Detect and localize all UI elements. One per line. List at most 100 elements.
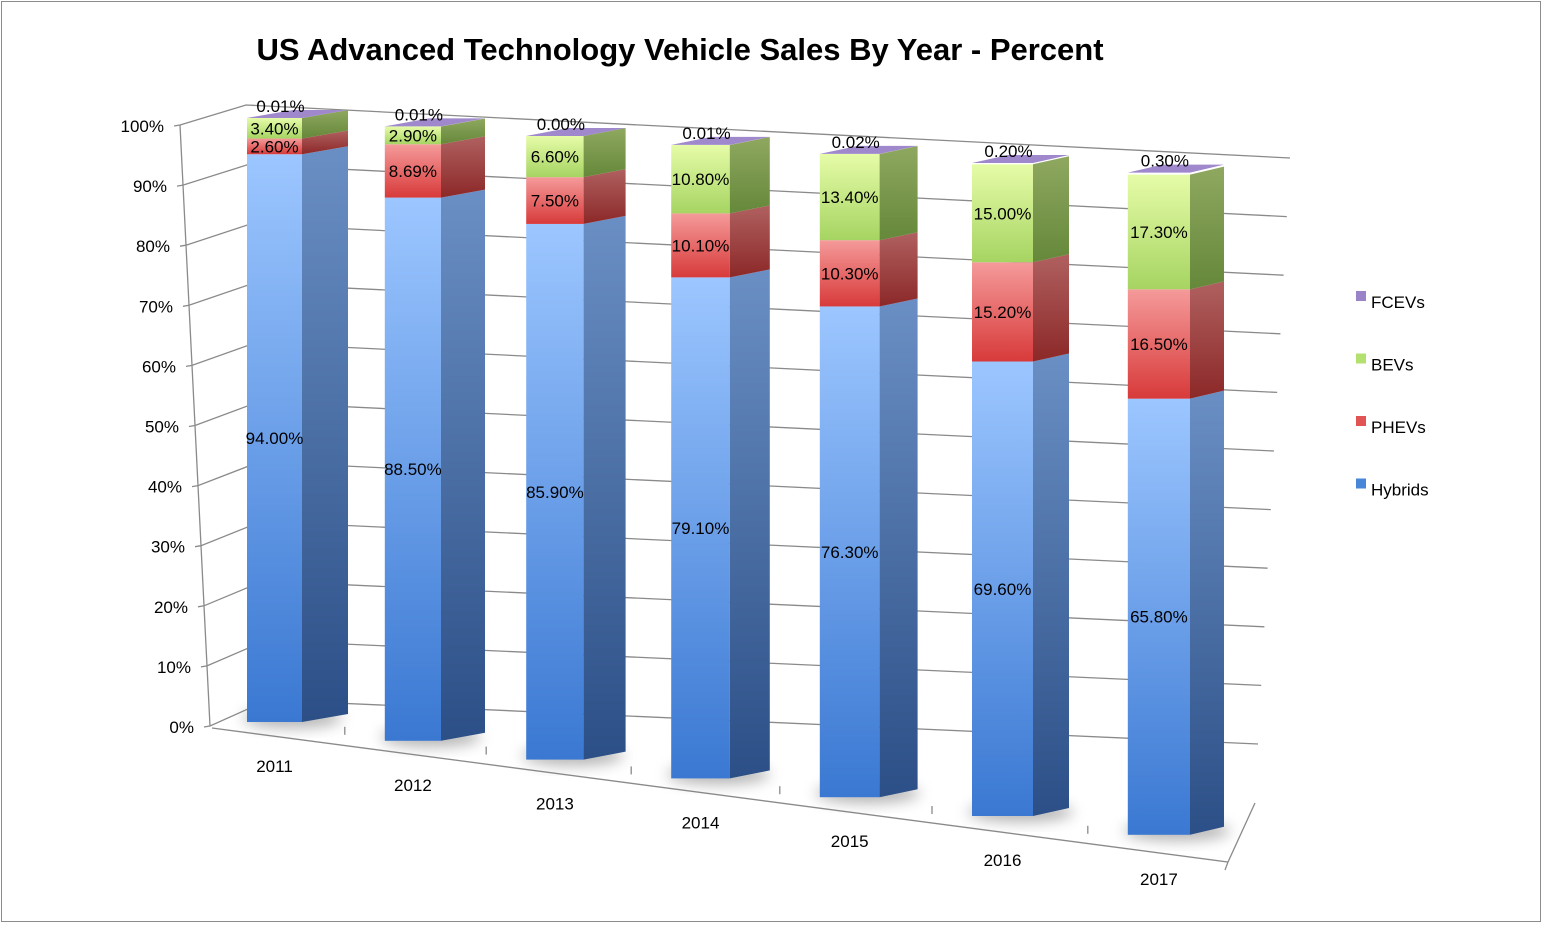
bar-segment-bevs xyxy=(247,118,302,139)
x-tick-label: 2016 xyxy=(984,851,1022,870)
bar-segment-bevs xyxy=(972,164,1033,263)
data-label: 0.01% xyxy=(395,105,443,124)
bar-segment-hybrids xyxy=(384,197,441,741)
bar-segment-phevs xyxy=(384,144,441,198)
bar-side-bevs xyxy=(1190,166,1224,290)
y-tick-label: 0% xyxy=(169,718,194,737)
data-label: 0.01% xyxy=(256,97,304,116)
x-tick-label: 2017 xyxy=(1140,870,1178,889)
bar-side-hybrids xyxy=(1033,353,1069,816)
legend-swatch xyxy=(1356,291,1366,301)
bar-side-bevs xyxy=(302,110,348,139)
bar-segment-phevs xyxy=(671,213,730,278)
data-label: 0.00% xyxy=(537,115,585,134)
legend-swatch xyxy=(1356,353,1366,364)
legend-swatch xyxy=(1356,416,1366,426)
bar-top-fcevs xyxy=(819,145,918,154)
data-label: 0.30% xyxy=(1141,152,1189,171)
data-label: 10.10% xyxy=(672,236,730,255)
data-label: 2.60% xyxy=(250,137,298,156)
bar-segment-bevs xyxy=(384,126,441,145)
bar-segment-phevs xyxy=(247,138,302,155)
bar-stack-2012 xyxy=(380,118,485,747)
bar-segment-hybrids xyxy=(972,361,1033,816)
bar-side-phevs xyxy=(583,169,626,224)
data-label: 0.20% xyxy=(984,142,1032,161)
bar-top-fcevs xyxy=(972,155,1069,163)
data-label: 85.90% xyxy=(526,483,584,502)
bar-segment-bevs xyxy=(671,145,730,214)
bar-stack-2014 xyxy=(667,136,770,785)
bar-side-phevs xyxy=(1033,254,1069,362)
bar-side-bevs xyxy=(729,137,770,214)
bar-side-bevs xyxy=(441,118,485,145)
legend-item-fcevs: FCEVs xyxy=(1356,291,1425,312)
x-tick-label: 2013 xyxy=(536,795,574,814)
data-label: 76.30% xyxy=(821,543,879,562)
y-tick-label: 30% xyxy=(151,538,185,557)
legend-label: FCEVs xyxy=(1371,293,1425,312)
bar-side-bevs xyxy=(879,146,918,241)
data-label: 10.30% xyxy=(821,264,879,283)
bar-stack-2013 xyxy=(522,128,626,766)
bar-segment-phevs xyxy=(819,240,880,307)
bar-segment-hybrids xyxy=(819,306,880,798)
bar-top-fcevs xyxy=(1127,164,1224,173)
bar-side-phevs xyxy=(302,130,348,155)
bar-segment-bevs xyxy=(819,154,880,241)
data-label: 65.80% xyxy=(1130,608,1188,627)
bar-segment-hybrids xyxy=(247,154,302,723)
bar-side-hybrids xyxy=(729,269,770,779)
bar-side-bevs xyxy=(583,128,626,178)
bar-segment-hybrids xyxy=(1127,398,1190,835)
x-tick-label: 2012 xyxy=(394,776,432,795)
data-label: 0.02% xyxy=(832,133,880,152)
gridline xyxy=(173,104,1291,159)
y-tick-label: 40% xyxy=(148,478,182,497)
bar-stack-2015 xyxy=(815,145,920,804)
y-tick-label: 10% xyxy=(157,658,191,677)
y-tick-label: 90% xyxy=(133,177,167,196)
data-label: 3.40% xyxy=(250,119,298,138)
x-tick-label: 2011 xyxy=(256,757,293,776)
bar-side-phevs xyxy=(441,136,485,198)
legend-label: Hybrids xyxy=(1371,481,1429,500)
bar-side-hybrids xyxy=(302,146,348,723)
bar-segment-phevs xyxy=(1127,289,1190,399)
data-label: 94.00% xyxy=(246,429,304,448)
bar-side-phevs xyxy=(1190,281,1224,399)
bar-side-bevs xyxy=(1033,156,1069,263)
y-axis-line xyxy=(179,124,211,727)
bar-segment-bevs xyxy=(1127,174,1190,290)
data-label: 0.01% xyxy=(682,124,730,143)
data-label: 15.00% xyxy=(974,204,1032,223)
data-label: 6.60% xyxy=(531,148,579,167)
x-tick xyxy=(1224,861,1229,871)
bar-top-fcevs xyxy=(671,136,770,145)
bar-stack-2017 xyxy=(1123,164,1230,841)
bar-segment-hybrids xyxy=(671,277,730,779)
bar-side-hybrids xyxy=(583,215,626,760)
data-label: 13.40% xyxy=(821,188,879,207)
bar-side-phevs xyxy=(879,232,918,307)
bar-side-phevs xyxy=(729,205,770,278)
bar-segment-phevs xyxy=(526,177,584,224)
bar-top-fcevs xyxy=(526,128,626,136)
y-tick-label: 100% xyxy=(121,117,164,136)
y-tick-label: 80% xyxy=(136,237,170,256)
legend-item-phevs: PHEVs xyxy=(1356,416,1426,437)
bar-segment-hybrids xyxy=(526,223,584,760)
data-label: 79.10% xyxy=(672,519,730,538)
y-tick-label: 20% xyxy=(154,598,188,617)
bar-top-fcevs xyxy=(384,118,485,127)
legend-label: BEVs xyxy=(1371,356,1414,375)
bar-side-hybrids xyxy=(879,298,918,798)
legend-item-hybrids: Hybrids xyxy=(1356,478,1429,500)
y-tick-label: 50% xyxy=(145,418,179,437)
data-label: 15.20% xyxy=(974,303,1032,322)
data-label: 7.50% xyxy=(531,192,579,211)
y-tick-label: 60% xyxy=(142,357,176,376)
data-label: 88.50% xyxy=(384,460,442,479)
